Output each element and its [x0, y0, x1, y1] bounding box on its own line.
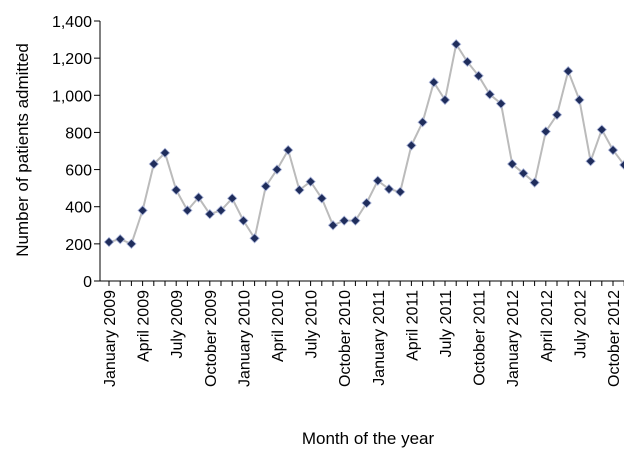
x-tick-label: April 2010 — [270, 290, 287, 362]
data-point-marker — [372, 175, 383, 186]
data-point-marker — [294, 184, 305, 196]
data-point-marker — [305, 176, 316, 187]
data-point-marker — [439, 94, 451, 106]
x-tick-label: January 2011 — [371, 290, 388, 386]
x-tick-label: January 2010 — [236, 290, 253, 387]
x-tick-label: April 2009 — [136, 290, 153, 362]
data-point-marker — [238, 215, 249, 226]
data-point-marker — [529, 177, 540, 188]
data-point-marker — [193, 192, 204, 203]
y-tick-label: 1,200 — [52, 51, 92, 68]
data-point-marker — [507, 158, 518, 170]
data-point-marker — [574, 94, 585, 106]
data-point-marker — [395, 186, 406, 198]
x-tick-label: October 2011 — [472, 290, 489, 386]
data-point-marker — [619, 159, 624, 170]
x-tick-label: October 2012 — [606, 290, 623, 387]
data-point-marker — [227, 193, 238, 204]
data-point-marker — [159, 147, 171, 159]
data-point-marker — [171, 184, 182, 196]
data-point-marker — [182, 205, 193, 216]
data-point-marker — [339, 215, 350, 226]
data-point-marker — [518, 168, 529, 179]
data-point-marker — [462, 56, 473, 68]
data-point-marker — [137, 205, 148, 216]
x-tick-label: October 2010 — [337, 290, 354, 387]
x-tick-label: July 2009 — [169, 290, 186, 359]
data-point-marker — [563, 65, 574, 77]
x-tick-label: October 2009 — [203, 290, 220, 387]
x-tick-label: July 2010 — [304, 290, 321, 359]
x-tick-label: April 2012 — [539, 290, 556, 362]
data-point-marker — [428, 77, 439, 88]
data-point-marker — [495, 98, 507, 109]
data-point-marker — [383, 183, 395, 195]
data-point-marker — [484, 89, 495, 100]
data-point-marker — [585, 156, 596, 167]
data-point-marker — [607, 144, 619, 156]
data-point-marker — [327, 220, 339, 231]
y-tick-label: 200 — [65, 237, 92, 254]
x-axis-ticks: January 2009 April 2009 July 2009 October 2… — [102, 281, 624, 387]
y-axis-title: Number of patients admitted — [13, 43, 32, 257]
x-tick-label: July 2012 — [572, 290, 589, 359]
y-tick-label: 400 — [65, 200, 92, 217]
x-tick-label: January 2009 — [102, 290, 119, 387]
data-point-marker — [551, 109, 563, 120]
data-point-marker — [249, 233, 260, 244]
data-point-marker — [204, 208, 215, 220]
data-point-marker — [451, 39, 462, 50]
data-point-marker — [215, 205, 227, 216]
data-point-marker — [596, 124, 607, 135]
data-point-marker — [260, 181, 271, 192]
y-tick-label: 1,400 — [52, 14, 92, 31]
data-point-marker — [361, 197, 372, 209]
data-point-marker — [350, 215, 361, 226]
y-tick-label: 0 — [83, 274, 92, 291]
data-point-marker — [271, 164, 283, 175]
data-point-marker — [283, 144, 294, 156]
data-point-marker — [126, 238, 137, 250]
y-axis-ticks: 0 200 400 600 800 1,000 1,200 1,400 — [52, 14, 100, 291]
x-tick-label: April 2011 — [404, 290, 421, 361]
y-tick-label: 1,000 — [52, 88, 92, 105]
data-markers — [103, 39, 624, 250]
data-point-marker — [406, 140, 417, 151]
data-point-marker — [540, 126, 551, 137]
data-point-marker — [473, 70, 484, 81]
y-tick-label: 600 — [65, 163, 92, 180]
x-tick-label: July 2011 — [438, 290, 455, 357]
data-point-marker — [103, 236, 115, 248]
data-point-marker — [115, 234, 126, 245]
x-axis-title: Month of the year — [302, 429, 435, 448]
y-tick-label: 800 — [65, 125, 92, 142]
x-tick-label: January 2012 — [505, 290, 522, 387]
data-point-marker — [316, 193, 327, 204]
data-point-marker — [417, 117, 428, 128]
data-point-marker — [148, 158, 159, 170]
